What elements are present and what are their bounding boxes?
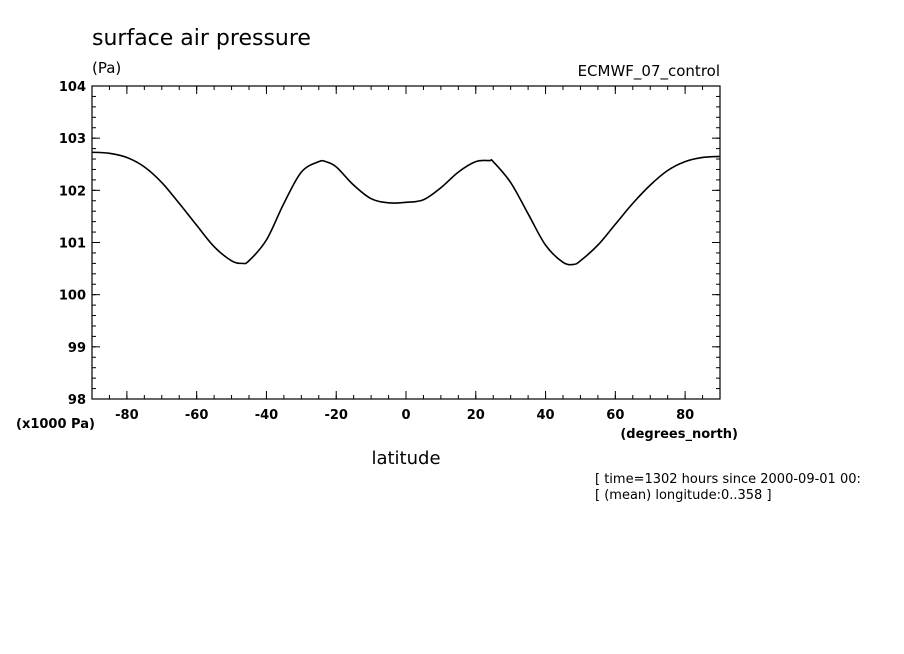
dataset-label: ECMWF_07_control — [578, 62, 720, 81]
y-tick-label: 99 — [68, 341, 86, 356]
x-tick-label: 60 — [606, 408, 624, 423]
x-tick-label: 20 — [467, 408, 485, 423]
info-longitude: [ (mean) longitude:0..358 ] — [595, 488, 772, 503]
y-scale-label: (x1000 Pa) — [16, 417, 95, 432]
x-tick-label: -20 — [324, 408, 348, 423]
units-label: (Pa) — [92, 59, 121, 77]
series-line — [91, 151, 721, 266]
y-tick-label: 98 — [68, 393, 86, 408]
x-tick-label: -80 — [115, 408, 139, 423]
x-tick-label: 40 — [537, 408, 555, 423]
x-tick-label: -40 — [255, 408, 279, 423]
x-tick-label: -60 — [185, 408, 209, 423]
x-units-label: (degrees_north) — [620, 427, 738, 442]
y-tick-label: 104 — [59, 80, 86, 95]
x-axis: -80 -60 -40 -20 0 20 40 60 80 — [91, 86, 721, 423]
info-time: [ time=1302 hours since 2000-09-01 00: — [595, 472, 861, 487]
chart-title: surface air pressure — [92, 26, 311, 51]
y-tick-label: 101 — [59, 237, 86, 252]
x-axis-label: latitude — [371, 448, 440, 469]
x-tick-label: 0 — [401, 408, 410, 423]
x-tick-label: 80 — [676, 408, 694, 423]
y-tick-label: 100 — [59, 289, 86, 304]
y-axis: 98 99 100 101 102 103 104 — [59, 80, 720, 408]
y-tick-label: 102 — [59, 184, 86, 199]
y-tick-label: 103 — [59, 132, 86, 147]
plot-frame — [91, 85, 721, 400]
